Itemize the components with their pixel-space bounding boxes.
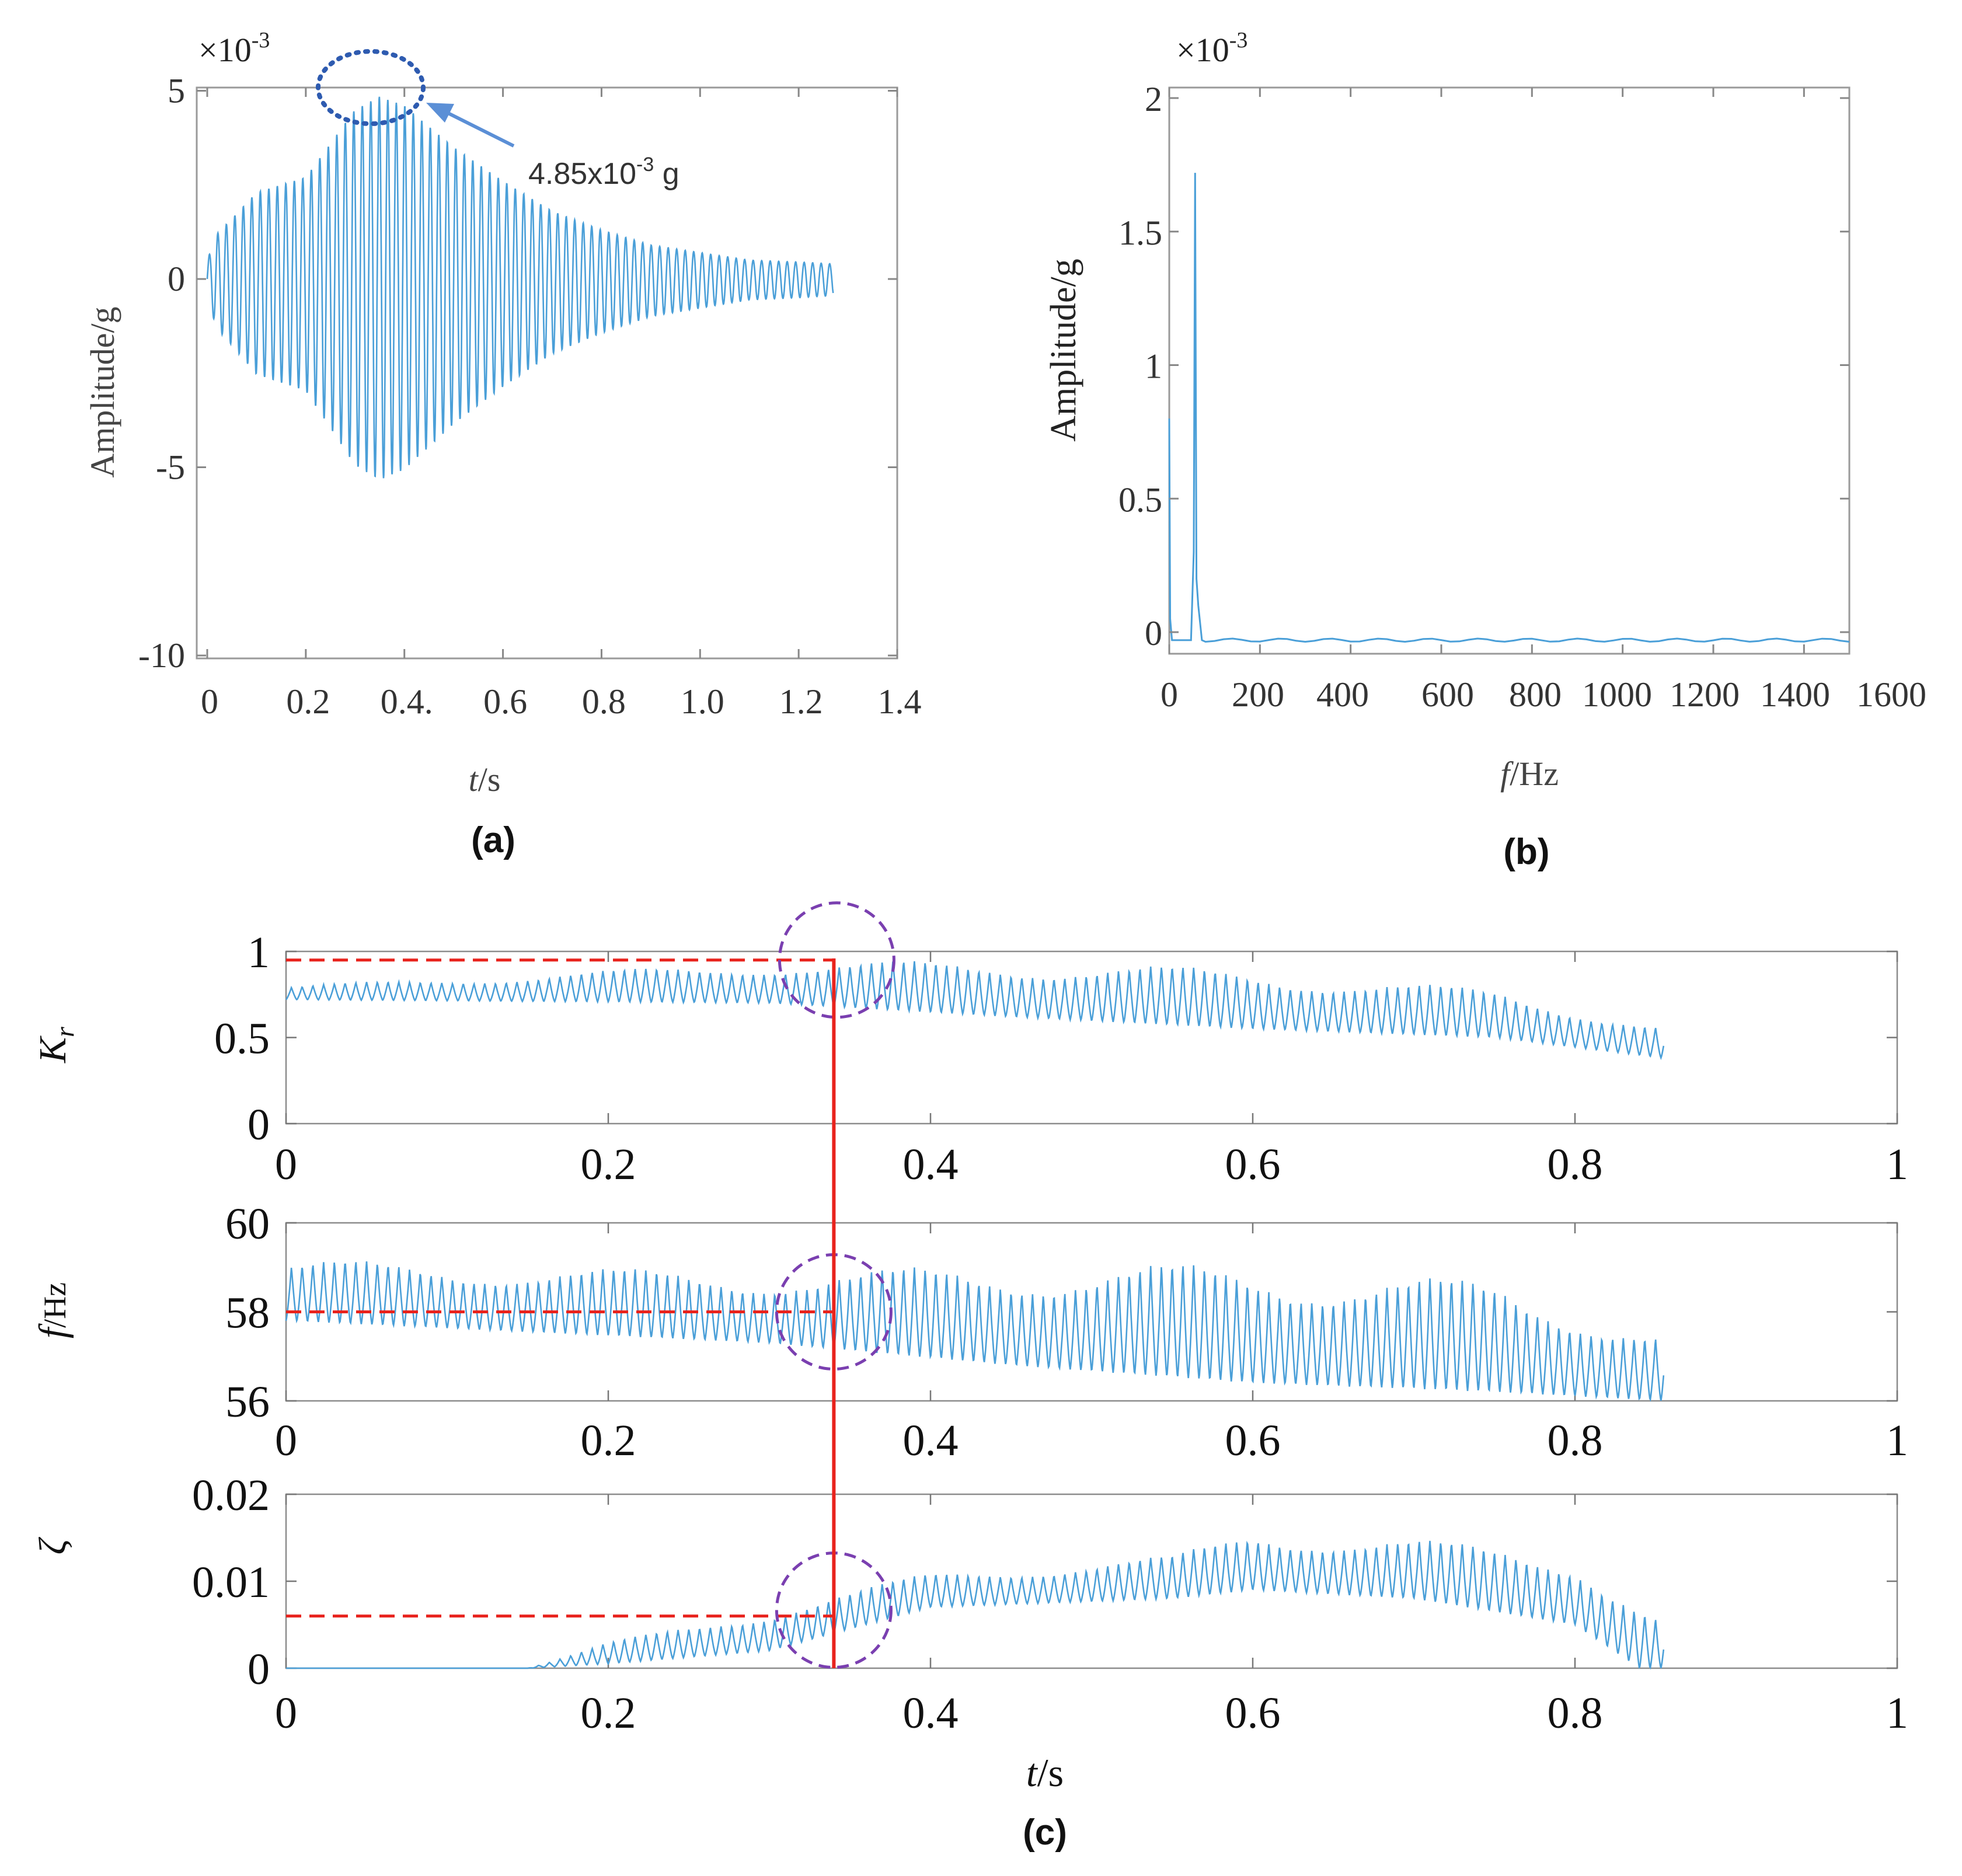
panel-c-ytick-label: 0.02 bbox=[192, 1471, 270, 1520]
panel-b-xtick-label: 1000 bbox=[1582, 675, 1652, 714]
panel-a-xtick-label: 1.2 bbox=[779, 682, 823, 721]
panel-c-subplot-frame bbox=[285, 950, 1898, 1125]
panel-b-xtick-label: 1600 bbox=[1856, 675, 1926, 714]
panel-c-subplot-frame bbox=[285, 1493, 1898, 1669]
panel-c-caption: (c) bbox=[1023, 1812, 1067, 1853]
panel-c-ytick-label: 0.01 bbox=[192, 1558, 270, 1607]
panel-b-xlabel: f/Hz bbox=[1500, 755, 1559, 793]
panel-b-xtick-label: 1200 bbox=[1670, 675, 1740, 714]
panel-b-ytick-label: 0 bbox=[1145, 614, 1162, 653]
panel-a-xtick-label: 1.0 bbox=[681, 682, 724, 721]
panel-a-peak-circle bbox=[316, 49, 426, 126]
panel-c-ylabel: f/Hz bbox=[32, 1282, 74, 1338]
panel-c-signal-line bbox=[285, 1261, 1665, 1402]
panel-b-ticks: 0 200 400 600 800 1000 1200 1400 1600 2 1.5 1 0.5 0 bbox=[1118, 80, 1926, 714]
panel-b-xtick-label: 800 bbox=[1509, 675, 1562, 714]
panel-b-spectrum-line bbox=[1168, 173, 1850, 643]
panel-c-xtick-label: 0 bbox=[275, 1416, 297, 1465]
panel-c-ytick-label: 0.5 bbox=[214, 1014, 270, 1063]
panel-c-marker-circle bbox=[778, 901, 895, 1019]
panel-a-signal-line bbox=[206, 96, 834, 479]
panel-b: ×10-3 0 200 400 600 800 1000 1200 1400 1600 2 1.5 1… bbox=[1044, 28, 1926, 872]
panel-c-subplot-Kr: 1 0.5 00 0.2 0.4 0.6 0.8 1 Kr bbox=[32, 901, 1908, 1189]
panel-c-ylabel: Kr bbox=[32, 1026, 79, 1063]
panel-a-ticks: 0 0.2 0.4. 0.6 0.8 1.0 1.2 1.4 5 0 -5 -10 bbox=[138, 72, 921, 721]
panel-c-xtick-label: 0.6 bbox=[1225, 1689, 1281, 1738]
panel-c-xtick-label: 1 bbox=[1886, 1689, 1908, 1738]
panel-a-ytick-label: 0 bbox=[168, 260, 185, 298]
panel-c-subplot-zeta: 0.02 0.01 00 0.2 0.4 0.6 0.8 1 ζ bbox=[32, 1471, 1908, 1738]
panel-c-xtick-label: 0.2 bbox=[581, 1140, 636, 1189]
panel-c-xtick-label: 1 bbox=[1886, 1416, 1908, 1465]
panel-b-ytick-label: 0.5 bbox=[1118, 480, 1162, 519]
panel-a-xtick-label: 0 bbox=[201, 682, 218, 721]
panel-b-ylabel: Amplitude/g bbox=[1044, 259, 1083, 441]
panel-c-signal-line bbox=[286, 1540, 1665, 1670]
panel-a-exponent: ×10-3 bbox=[198, 28, 270, 69]
panel-c-ylabel: ζ bbox=[32, 1536, 74, 1554]
panel-c-ytick-label: 0 bbox=[248, 1100, 270, 1149]
panel-a-ytick-label: 5 bbox=[168, 72, 185, 110]
panel-c-ytick-label: 56 bbox=[225, 1378, 270, 1427]
panel-b-xtick-label: 1400 bbox=[1760, 675, 1830, 714]
panel-a-xtick-label: 0.4. bbox=[381, 682, 433, 721]
panel-a-ytick-label: -10 bbox=[138, 636, 185, 675]
panel-b-caption: (b) bbox=[1503, 832, 1549, 872]
panel-c-xtick-label: 0.4 bbox=[903, 1140, 959, 1189]
panel-c-xtick-label: 0.6 bbox=[1225, 1416, 1281, 1465]
panel-b-ytick-label: 1 bbox=[1145, 347, 1162, 386]
panel-c-xtick-label: 0.4 bbox=[903, 1416, 959, 1465]
panel-b-xtick-label: 400 bbox=[1316, 675, 1369, 714]
panel-a-ylabel: Amplitude/g bbox=[83, 306, 121, 477]
panel-a-xtick-label: 0.8 bbox=[582, 682, 626, 721]
panel-a-xlabel: t/s bbox=[469, 761, 501, 798]
panel-c-signal-line bbox=[285, 961, 1665, 1061]
panel-c-ytick-label: 60 bbox=[225, 1199, 270, 1249]
panel-c-xtick-label: 0.6 bbox=[1225, 1140, 1281, 1189]
panel-c-xtick-label: 0.8 bbox=[1548, 1140, 1603, 1189]
panel-c-xtick-label: 0 bbox=[275, 1140, 297, 1189]
panel-a-frame bbox=[196, 86, 898, 660]
panel-c-xtick-label: 0 bbox=[275, 1689, 297, 1738]
panel-a-xtick-label: 1.4 bbox=[878, 682, 922, 721]
panel-a-arrow bbox=[426, 103, 515, 148]
panel-a-caption: (a) bbox=[471, 820, 515, 860]
panel-b-frame bbox=[1168, 86, 1851, 655]
panel-c-xtick-label: 1 bbox=[1886, 1140, 1908, 1189]
panel-b-xtick-label: 0 bbox=[1161, 675, 1178, 714]
panel-b-ytick-label: 1.5 bbox=[1118, 214, 1162, 252]
panel-b-ytick-label: 2 bbox=[1145, 80, 1162, 118]
panel-c-subplot-f: 60 58 560 0.2 0.4 0.6 0.8 1 f/Hz bbox=[32, 1199, 1908, 1465]
panel-a-xtick-label: 0.2 bbox=[286, 682, 330, 721]
panel-a-ytick-label: -5 bbox=[156, 448, 185, 487]
panel-a-signal bbox=[206, 96, 834, 479]
panel-b-xtick-label: 200 bbox=[1232, 675, 1284, 714]
panel-c-ytick-label: 0 bbox=[248, 1645, 270, 1694]
panel-a-xtick-label: 0.6 bbox=[483, 682, 527, 721]
panel-c-ytick-label: 1 bbox=[248, 928, 270, 977]
panel-b-spectrum bbox=[1168, 173, 1850, 643]
panel-c-ytick-label: 58 bbox=[225, 1289, 270, 1338]
panel-a: ×10-3 0 0.2 0.4. 0.6 0.8 1.0 1.2 1.4 5 0 -5 -10 Amp… bbox=[83, 28, 922, 860]
panel-b-xtick-label: 600 bbox=[1421, 675, 1474, 714]
panel-c-xtick-label: 0.2 bbox=[581, 1689, 636, 1738]
panel-c-xtick-label: 0.2 bbox=[581, 1416, 636, 1465]
panel-c-xtick-label: 0.8 bbox=[1548, 1416, 1603, 1465]
panel-a-annotation: 4.85x10-3 g bbox=[528, 154, 679, 191]
panel-b-exponent: ×10-3 bbox=[1176, 28, 1247, 69]
panel-c-xtick-label: 0.4 bbox=[903, 1689, 959, 1738]
panel-c-xlabel: t/s bbox=[1026, 1751, 1064, 1795]
panel-c-xtick-label: 0.8 bbox=[1548, 1689, 1603, 1738]
